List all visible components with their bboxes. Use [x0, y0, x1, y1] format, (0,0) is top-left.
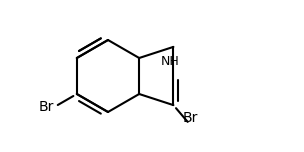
Text: NH: NH: [161, 55, 180, 68]
Text: Br: Br: [39, 100, 54, 114]
Text: Br: Br: [183, 111, 198, 125]
